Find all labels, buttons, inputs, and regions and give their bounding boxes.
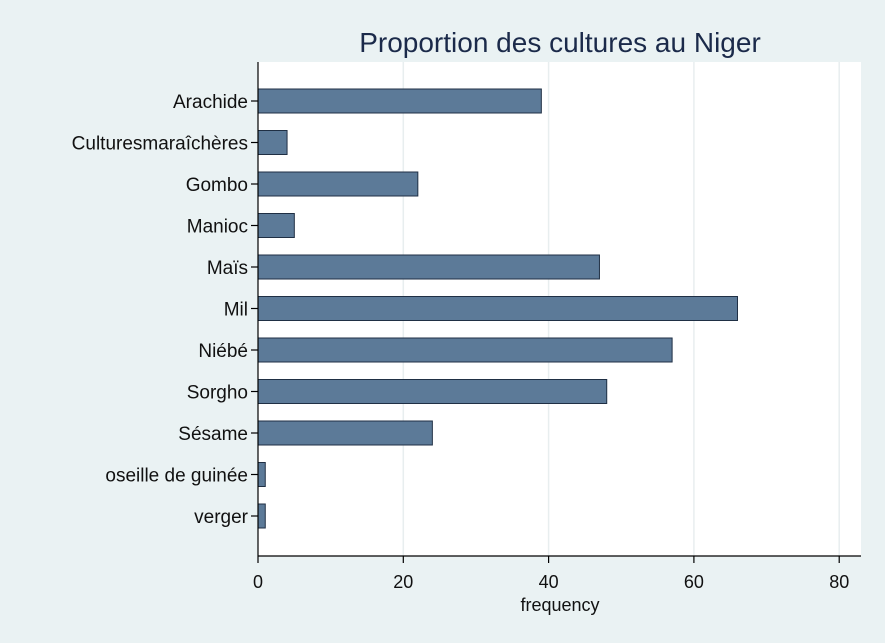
bar-3 [257,213,295,238]
bars [257,88,738,529]
bar-1 [257,130,288,155]
x-tick-label-60: 60 [684,572,704,592]
bar-0 [257,88,542,114]
category-labels: Arachide Culturesmaraîchères Gombo Manioc Ma… [72,92,249,528]
category-label-3: Manioc [187,217,248,238]
category-label-5: Mil [224,300,248,321]
x-axis-title: frequency [520,595,599,615]
axes [251,62,861,563]
category-label-8: Sésame [178,424,248,445]
category-label-4: Maïs [207,258,248,279]
x-tick-label-0: 0 [253,572,263,592]
x-tick-label-40: 40 [539,572,559,592]
tick-labels: 0 20 40 60 80 [253,572,849,592]
bar-9 [257,462,266,487]
category-label-7: Sorgho [187,383,248,404]
category-label-6: Niébé [198,341,248,362]
chart-title: Proportion des cultures au Niger [359,27,761,58]
bar-8 [257,420,433,446]
category-label-9: oseille de guinée [105,466,248,487]
bar-5 [257,296,738,321]
bar-7 [257,379,608,404]
x-tick-label-20: 20 [393,572,413,592]
category-label-2: Gombo [186,175,248,196]
bar-2 [257,171,419,197]
x-tick-label-80: 80 [829,572,849,592]
category-label-10: verger [194,507,249,528]
category-label-1: Culturesmaraîchères [72,134,248,155]
bar-10 [257,503,266,529]
bar-6 [257,337,673,363]
category-label-0: Arachide [173,92,248,113]
bar-4 [257,254,600,280]
